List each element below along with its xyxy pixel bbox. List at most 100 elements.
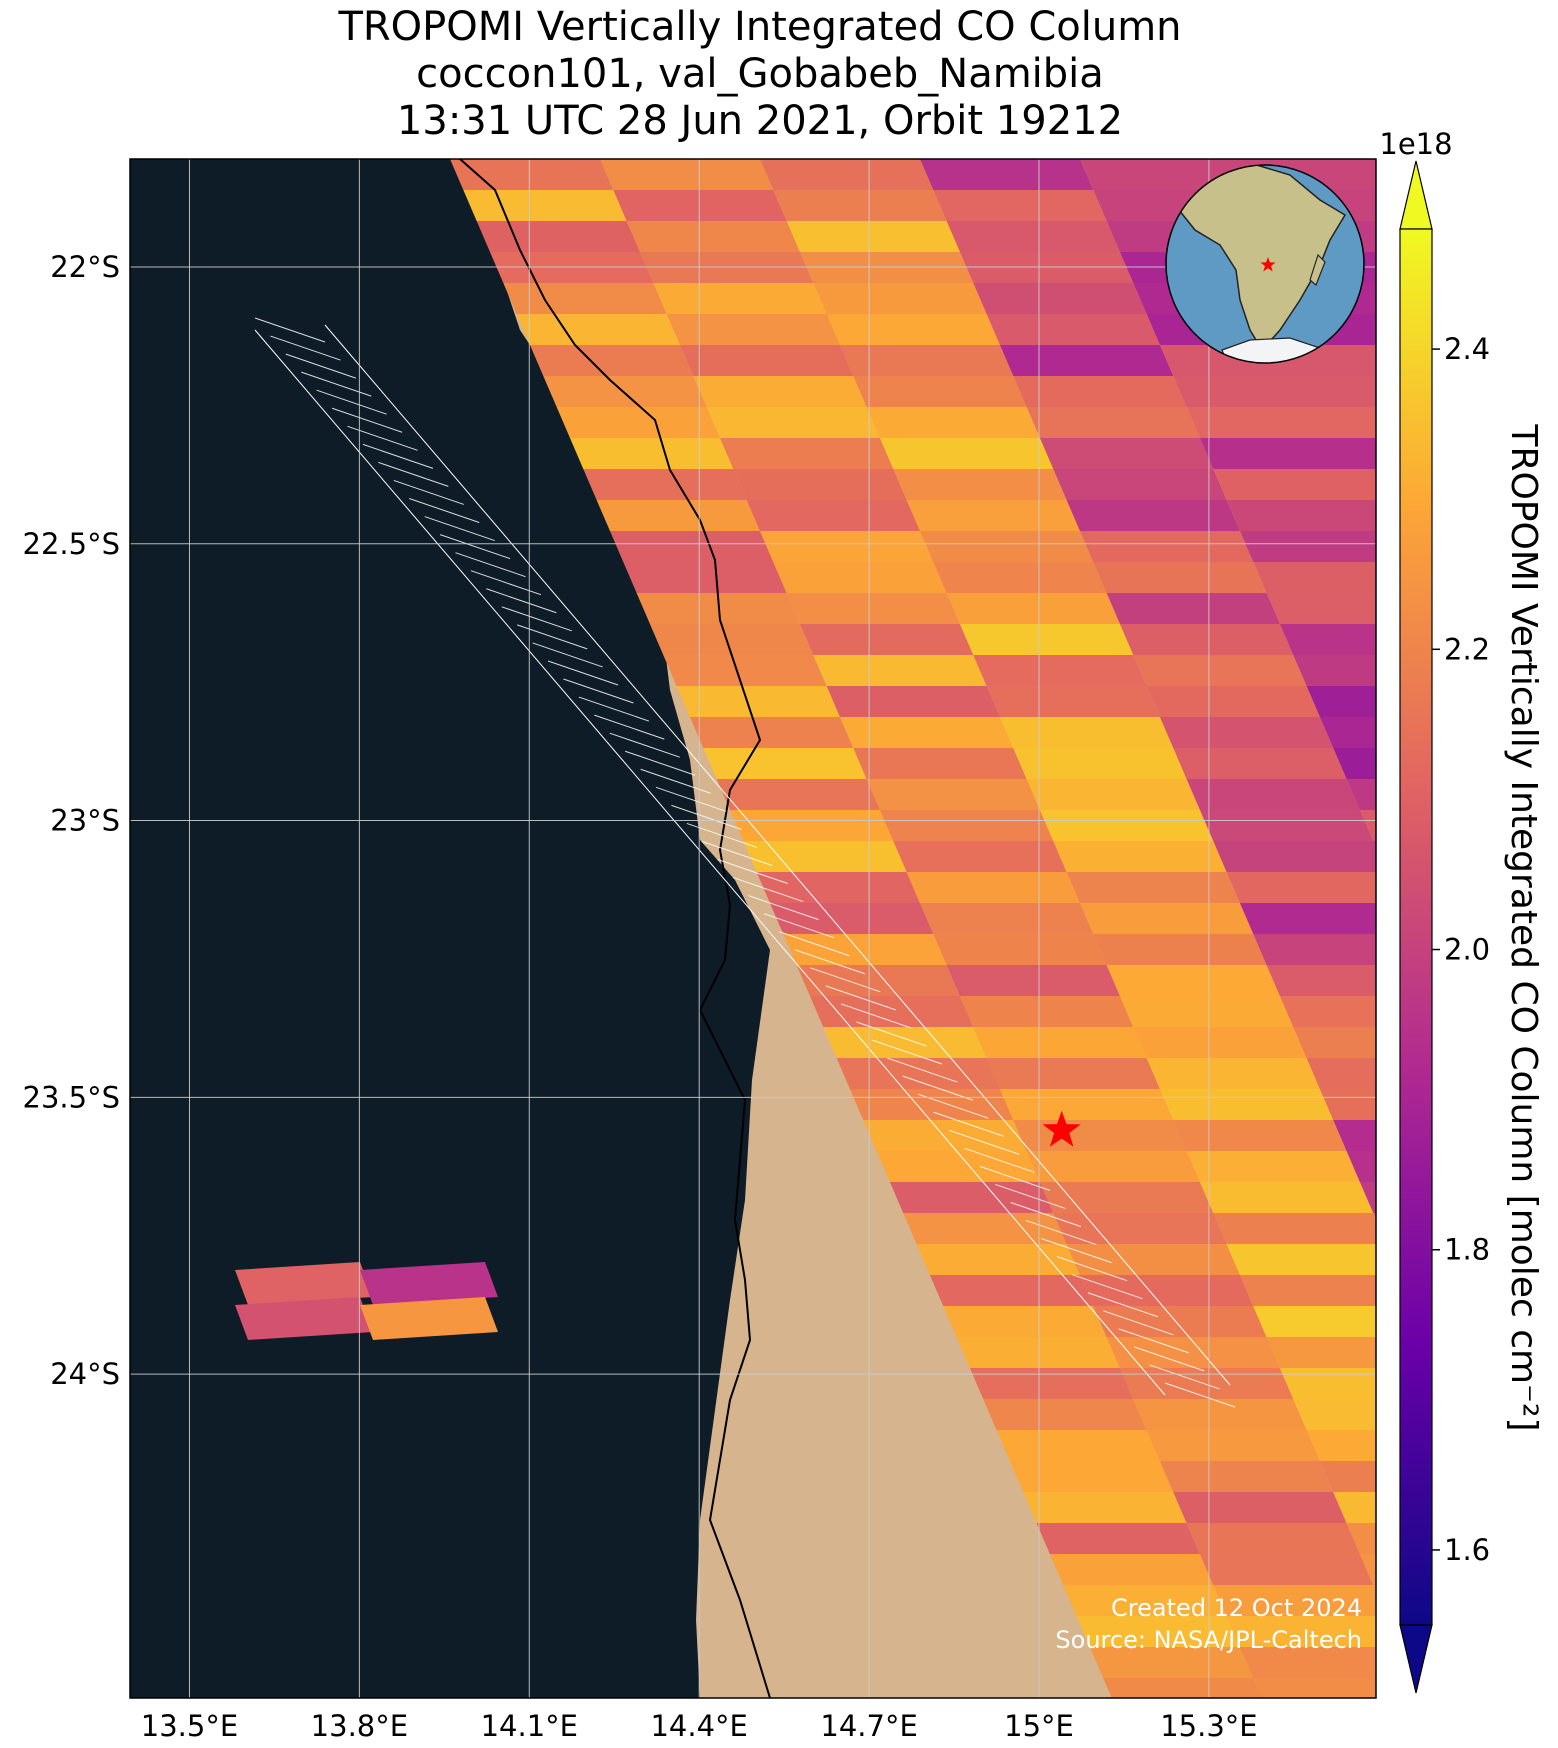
co-pixel <box>450 159 614 190</box>
co-pixel <box>839 717 1014 748</box>
co-pixel <box>1159 1089 1334 1120</box>
co-pixel <box>799 624 974 655</box>
co-pixel <box>733 469 907 500</box>
footprint-cell <box>748 895 819 921</box>
co-pixel <box>1413 1678 1558 1709</box>
co-pixel <box>969 1368 1134 1399</box>
co-pixel <box>719 438 894 469</box>
co-pixel <box>1333 1492 1376 1523</box>
co-pixel <box>983 1399 1147 1430</box>
co-pixel <box>1039 1182 1214 1213</box>
co-pixel <box>999 717 1174 748</box>
co-pixel <box>1066 500 1240 531</box>
co-pixel <box>1547 1616 1558 1647</box>
footprint-cell <box>439 534 511 560</box>
longitude-tick-label: 13.8°E <box>311 1709 408 1743</box>
co-pixel <box>1293 655 1376 686</box>
co-pixel <box>1186 1523 1360 1554</box>
latitude-tick-label: 24°S <box>50 1357 120 1391</box>
colorbar: 1.6 1.8 2.0 2.2 2.4 1e18 TROPOMI Vertically … <box>1379 127 1544 1694</box>
longitude-tick-label: 15.3°E <box>1160 1709 1257 1743</box>
co-pixel <box>746 500 920 531</box>
co-pixel <box>1319 717 1376 748</box>
footprint-cell <box>1103 1310 1174 1336</box>
footprint-cell <box>717 859 788 884</box>
map-area: Created 12 Oct 2024 Source: NASA/JPL-Cal… <box>130 159 1558 1709</box>
colorbar-gradient <box>1399 228 1433 1626</box>
colorbar-ticks: 1.6 1.8 2.0 2.2 2.4 <box>1432 332 1490 1567</box>
footprint-cell <box>1056 1256 1128 1282</box>
co-pixel <box>756 872 920 903</box>
longitude-tick-labels: 13.5°E 13.8°E 14.1°E 14.4°E 14.7°E 15°E 15.3°E <box>141 1709 1258 1743</box>
co-pixel <box>893 469 1067 500</box>
colorbar-bottom-arrow <box>1399 1624 1433 1694</box>
co-pixel <box>760 159 934 190</box>
colorbar-tick-label: 1.8 <box>1444 1233 1490 1267</box>
co-pixel <box>1333 1120 1376 1151</box>
co-pixel <box>235 1262 373 1305</box>
co-pixel <box>943 1306 1107 1337</box>
co-pixel <box>1146 1430 1320 1461</box>
co-pixel <box>1103 1678 1262 1698</box>
footprint-cell <box>1164 1382 1236 1408</box>
footprint-cell <box>794 949 865 975</box>
co-pixel <box>879 810 1054 841</box>
footprint-cell <box>918 1093 989 1119</box>
co-pixel <box>1547 1244 1558 1275</box>
co-pixel <box>879 438 1054 469</box>
footprint-cell <box>1118 1328 1189 1354</box>
co-pixel <box>773 562 947 593</box>
co-pixel <box>1053 469 1227 500</box>
footprint-cell <box>1087 1292 1159 1318</box>
footprint-cell <box>1010 1202 1081 1227</box>
title-line-3: 13:31 UTC 28 Jun 2021, Orbit 19212 <box>396 98 1124 144</box>
co-pixel <box>1106 965 1280 996</box>
latitude-tick-labels: 22°S 22.5°S 23°S 23.5°S 24°S <box>23 250 120 1391</box>
co-pixel <box>1013 748 1187 779</box>
co-pixel <box>1146 686 1320 717</box>
co-pixel <box>1039 438 1214 469</box>
co-pixel <box>1480 1461 1558 1492</box>
map-frame <box>129 158 1377 1699</box>
co-pixel <box>786 221 960 252</box>
co-pixel <box>973 1027 1147 1058</box>
co-pixel <box>866 779 1040 810</box>
co-pixel <box>1159 1461 1334 1492</box>
co-pixel-layer <box>235 159 1558 1709</box>
co-pixel <box>676 686 840 717</box>
co-pixel <box>1346 1151 1376 1182</box>
footprint-cell <box>501 606 572 632</box>
co-pixel <box>1079 531 1254 562</box>
co-pixel <box>853 748 1027 779</box>
co-pixel <box>1239 1275 1376 1306</box>
colorbar-top-arrow <box>1399 160 1433 230</box>
footprint-cell <box>424 516 495 542</box>
globe-madagascar <box>1309 253 1326 286</box>
co-pixel <box>1173 1120 1347 1151</box>
co-pixel <box>920 159 1094 190</box>
co-pixel <box>516 314 680 345</box>
footprint-cell <box>609 732 680 758</box>
latitude-tick-label: 22.5°S <box>23 527 120 561</box>
co-pixel <box>759 531 934 562</box>
co-pixel <box>1053 841 1227 872</box>
co-pixel <box>999 345 1174 376</box>
source-credit: Source: NASA/JPL-Caltech <box>1055 1626 1362 1654</box>
co-pixel <box>813 655 987 686</box>
co-pixel <box>1026 407 1200 438</box>
co-pixel <box>836 1058 1000 1089</box>
co-pixel <box>1133 1399 1307 1430</box>
co-pixel <box>786 593 960 624</box>
footprint-cell <box>393 479 464 505</box>
co-pixel <box>1079 1275 1254 1306</box>
star-icon <box>1042 1110 1081 1147</box>
coastline <box>459 159 771 1698</box>
co-pixel <box>849 1089 1014 1120</box>
co-pixel <box>1346 779 1376 810</box>
co-pixel <box>1266 1337 1376 1368</box>
footprint-cell <box>331 407 403 433</box>
footprint-edge <box>254 329 1166 1396</box>
footprint-cell <box>270 335 341 361</box>
co-pixel <box>853 376 1027 407</box>
co-pixel <box>1213 841 1376 872</box>
